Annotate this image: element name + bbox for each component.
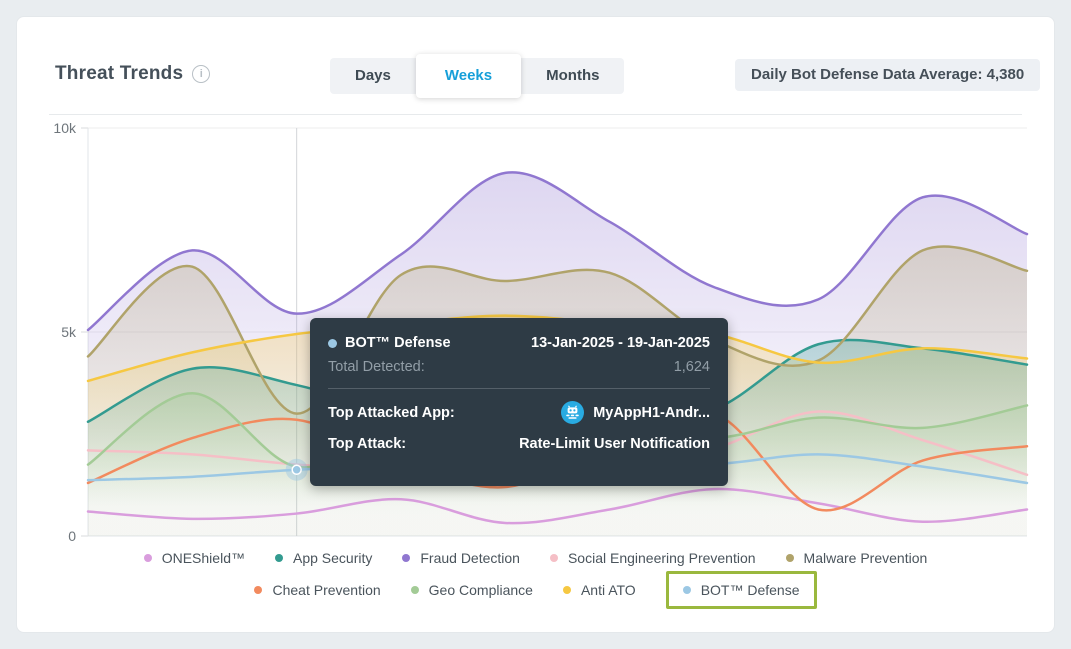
total-detected-label: Total Detected:	[328, 359, 425, 375]
card-header: Threat Trends i	[55, 63, 211, 85]
page-title: Threat Trends	[55, 63, 184, 84]
legend-label: Anti ATO	[580, 582, 636, 598]
total-detected-value: 1,624	[673, 359, 710, 375]
bot-defense-average-badge: Daily Bot Defense Data Average: 4,380	[735, 59, 1041, 91]
tooltip-divider	[328, 388, 710, 389]
y-axis: 0 5k 10k	[53, 120, 89, 544]
legend-label: ONEShield™	[161, 550, 245, 566]
header-divider	[49, 114, 1022, 115]
legend-dot	[410, 586, 419, 594]
legend-item-app-security[interactable]: App Security	[274, 550, 373, 566]
chart-tooltip: BOT™ Defense 13-Jan-2025 - 19-Jan-2025 T…	[310, 318, 728, 486]
legend-item-bot-defense[interactable]: BOT™ Defense	[665, 571, 817, 609]
legend-label: App Security	[292, 550, 373, 566]
legend-label: BOT™ Defense	[700, 582, 800, 598]
hover-marker	[285, 458, 308, 481]
legend-label: Malware Prevention	[803, 550, 928, 566]
legend-item-malware-prevention[interactable]: Malware Prevention	[785, 550, 928, 566]
line-oneshield-	[86, 487, 1029, 525]
legend-label: Social Engineering Prevention	[567, 550, 756, 566]
legend-dot	[402, 554, 411, 562]
legend-dot	[274, 554, 283, 562]
tooltip-date-range: 13-Jan-2025 - 19-Jan-2025	[531, 335, 710, 351]
legend-label: Cheat Prevention	[272, 582, 381, 598]
tab-weeks[interactable]: Weeks	[415, 54, 522, 98]
time-range-tabs: Days Weeks Months	[330, 54, 625, 98]
legend-dot	[549, 554, 558, 562]
legend-dot	[254, 586, 263, 594]
legend-item-fraud-detection[interactable]: Fraud Detection	[402, 550, 520, 566]
top-attacked-app-label: Top Attacked App:	[328, 404, 455, 421]
app-bot-icon	[561, 401, 585, 424]
tab-days[interactable]: Days	[355, 67, 391, 84]
legend-item-cheat-prevention[interactable]: Cheat Prevention	[254, 582, 381, 598]
y-axis-label: 10k	[53, 120, 77, 136]
legend-dot	[682, 586, 691, 594]
top-attack-label: Top Attack:	[328, 436, 407, 452]
top-attacked-app-value: MyAppH1-Andr...	[593, 404, 710, 421]
line-fraud-detection	[86, 171, 1029, 332]
legend-label: Geo Compliance	[428, 582, 533, 598]
tooltip-series: BOT™ Defense	[328, 335, 451, 351]
top-attack-value: Rate-Limit User Notification	[519, 436, 710, 452]
line-malware-prevention	[86, 245, 1029, 415]
legend-label: Fraud Detection	[420, 550, 520, 566]
y-axis-label: 0	[68, 528, 76, 544]
tab-months[interactable]: Months	[546, 67, 600, 84]
tooltip-series-name: BOT™ Defense	[345, 335, 451, 351]
legend-item-social-engineering-prevention[interactable]: Social Engineering Prevention	[549, 550, 756, 566]
series-color-dot	[328, 338, 337, 348]
legend-item-anti-ato[interactable]: Anti ATO	[562, 582, 636, 598]
legend-dot	[562, 586, 571, 594]
legend-dot	[785, 554, 794, 562]
legend-dot	[143, 554, 152, 562]
legend-item-geo-compliance[interactable]: Geo Compliance	[410, 582, 533, 598]
y-axis-label: 5k	[61, 324, 77, 340]
chart-legend: ONEShield™ App Security Fraud Detection Soc…	[0, 550, 1071, 609]
info-icon[interactable]: i	[192, 65, 211, 83]
legend-item-oneshield-[interactable]: ONEShield™	[143, 550, 245, 566]
